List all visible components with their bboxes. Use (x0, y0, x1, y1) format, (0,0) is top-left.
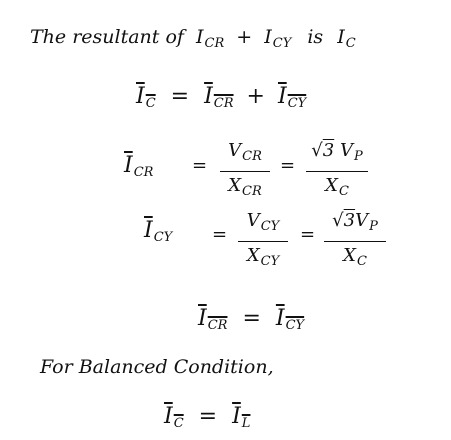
intro-text: The resultant of (30, 26, 184, 48)
intro-is: is (307, 26, 324, 48)
eq3-equals-2: = (300, 224, 316, 245)
eq3-den1: XCY (246, 245, 280, 269)
equation-ic-sum: IC = ICR + ICY (136, 84, 306, 111)
eq5-lhs: IC (164, 404, 184, 431)
balanced-condition-text: For Balanced Condition, (40, 356, 274, 378)
eq3-den2: XC (343, 245, 367, 269)
eq3-num2: √3VP (332, 210, 378, 234)
intro-i-cy: ICY (264, 26, 292, 51)
intro-i-c: IC (337, 26, 356, 51)
eq2-den1: XCR (228, 175, 262, 199)
eq5-equals: = (198, 404, 218, 429)
eq2-num2: √3 VP (311, 140, 363, 164)
eq3-fraction-1: VCY XCY (238, 210, 288, 273)
eq2-num1: VCR (228, 140, 262, 164)
eq1-equals: = (170, 84, 190, 109)
eq5-rhs: IL (232, 404, 251, 431)
eq3-num1: VCY (246, 210, 280, 234)
eq3-fraction-2: √3VP XC (324, 210, 386, 273)
eq4-lhs: ICR (198, 306, 228, 333)
equation-ic-equals-il: IC = IL (164, 404, 250, 431)
eq1-term1: ICR (204, 84, 234, 111)
eq2-den2: XC (325, 175, 349, 199)
eq3-lhs: ICY (144, 218, 173, 245)
eq1-lhs: IC (136, 84, 156, 111)
intro-plus: + (236, 26, 253, 48)
intro-i-cr: ICR (195, 26, 225, 51)
eq2-fraction-1: VCR XCR (220, 140, 270, 203)
eq1-plus: + (246, 84, 265, 109)
eq2-equals-1: = (192, 155, 208, 176)
eq1-term2: ICY (277, 84, 307, 111)
eq2-fraction-2: √3 VP XC (306, 140, 368, 203)
eq4-rhs: ICY (275, 306, 305, 333)
eq4-equals: = (242, 306, 261, 331)
equation-icr-equals-icy: ICR = ICY (198, 306, 304, 333)
eq2-equals-2: = (280, 155, 296, 176)
eq2-lhs: ICR (124, 153, 154, 180)
eq3-equals-1: = (212, 224, 228, 245)
intro-line: The resultant of ICR + ICY is IC (30, 26, 356, 51)
